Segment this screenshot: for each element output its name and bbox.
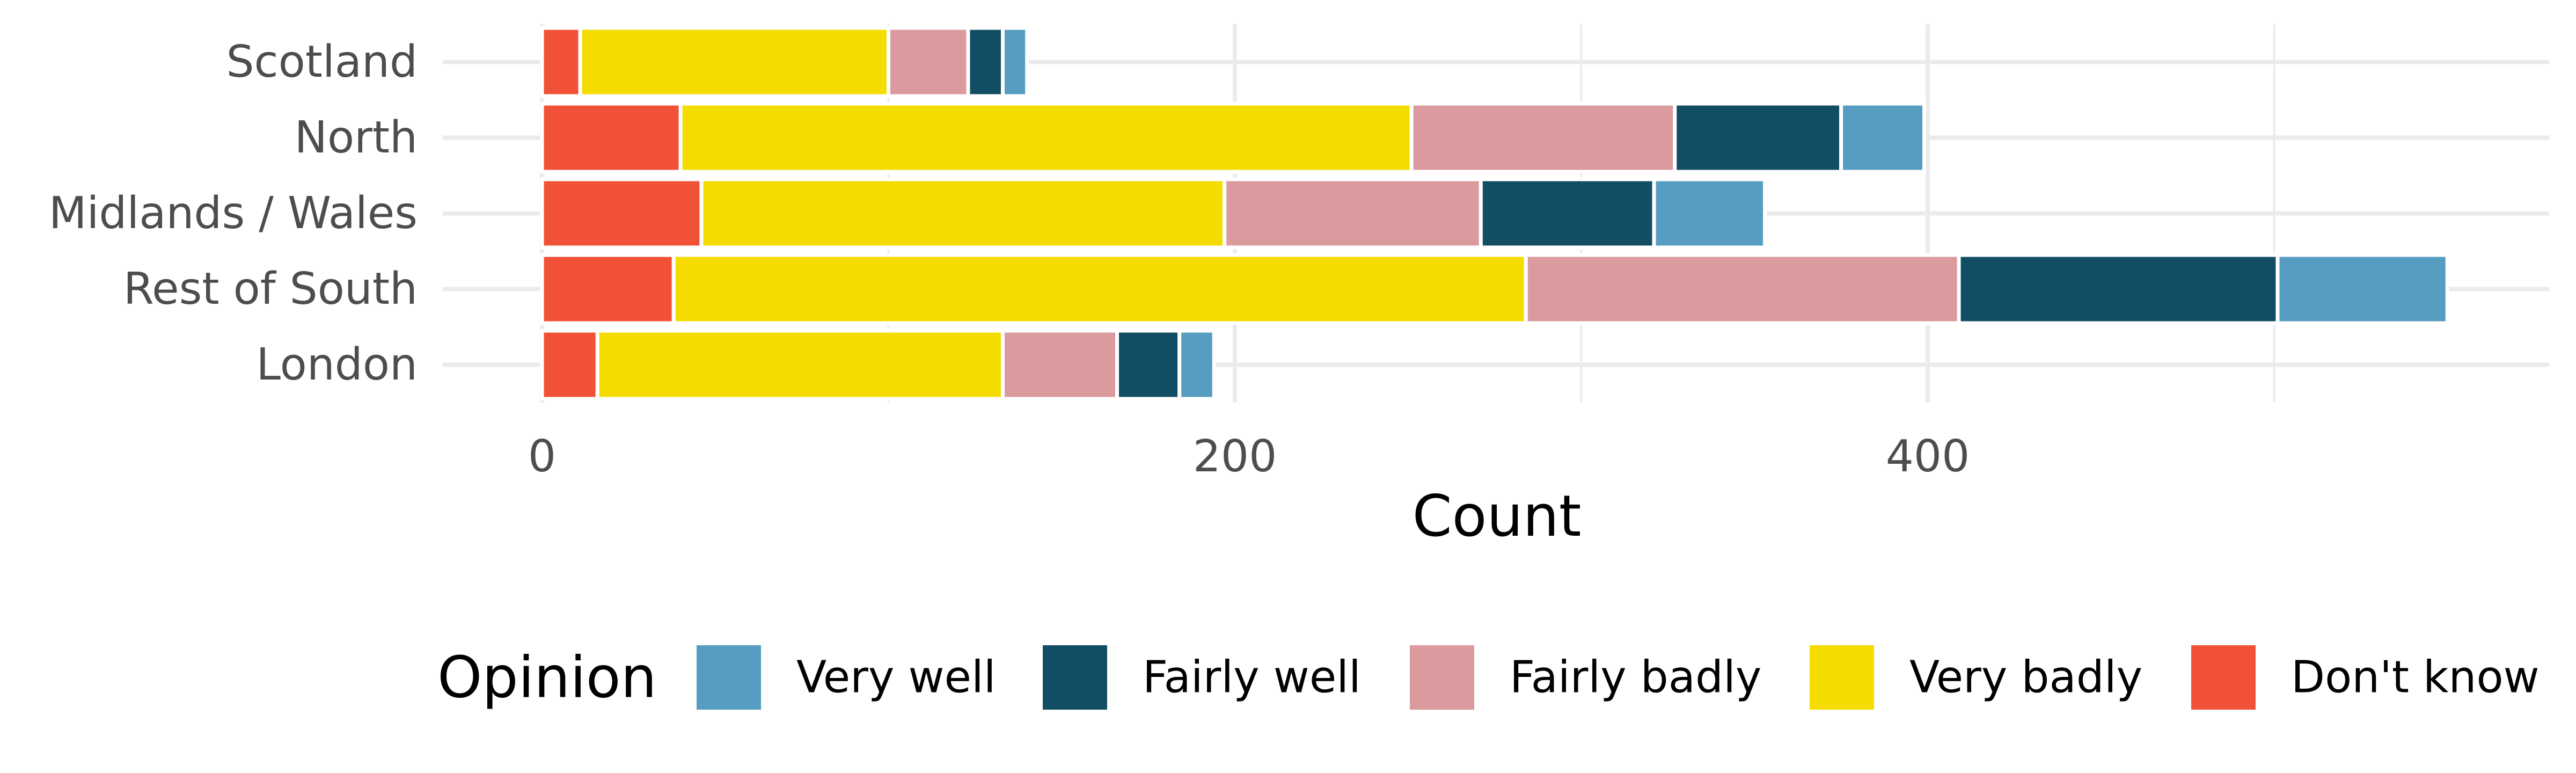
bar-segment: [1001, 26, 1029, 98]
legend: Opinion Very well Fairly well Fairly badly V…: [437, 645, 2540, 711]
x-tick-label: 200: [1193, 431, 1277, 482]
bar-segment: [887, 26, 970, 98]
bar-segment: [1524, 253, 1961, 325]
bar-segment: [1673, 101, 1843, 174]
bar-segment: [1479, 177, 1656, 250]
y-axis-ticks: Scotland North Midlands / Wales Rest of Sou…: [49, 37, 418, 390]
legend-label: Fairly well: [1143, 652, 1361, 703]
legend-title: Opinion: [437, 645, 657, 711]
y-tick-label: North: [295, 112, 418, 163]
legend-label: Fairly badly: [1510, 652, 1761, 703]
bar-segment: [578, 26, 890, 98]
x-axis-title: Count: [1413, 483, 1582, 549]
bar-segment: [678, 101, 1414, 174]
bar-segment: [540, 253, 676, 325]
bar-segment: [1223, 177, 1483, 250]
x-tick-label: 0: [528, 431, 556, 482]
x-tick-label: 400: [1886, 431, 1970, 482]
bar-segment: [966, 26, 1005, 98]
bar-segment: [1001, 329, 1119, 401]
y-tick-label: Scotland: [226, 37, 418, 87]
legend-key: [1410, 645, 1474, 710]
bar-segment: [1409, 101, 1677, 174]
y-tick-label: Rest of South: [123, 264, 418, 315]
bar-segment: [595, 329, 1005, 401]
bar-segment: [1115, 329, 1182, 401]
bar-segment: [1177, 329, 1216, 401]
bar-segment: [540, 329, 599, 401]
bar-segment: [540, 101, 683, 174]
y-tick-label: Midlands / Wales: [49, 188, 418, 239]
legend-key: [1810, 645, 1874, 710]
legend-label: Very well: [796, 652, 996, 703]
bar-segment: [2275, 253, 2449, 325]
bars: [540, 26, 2449, 401]
legend-key: [2191, 645, 2256, 710]
legend-key: [1043, 645, 1107, 710]
legend-label: Very badly: [1909, 652, 2142, 703]
bar-segment: [671, 253, 1528, 325]
x-axis-ticks: 0 200 400: [528, 431, 1970, 482]
bar-segment: [540, 26, 582, 98]
legend-key: [697, 645, 761, 710]
bar-segment: [540, 177, 704, 250]
bar-segment: [1839, 101, 1927, 174]
bar-segment: [699, 177, 1227, 250]
y-tick-label: London: [256, 339, 418, 390]
bar-segment: [1652, 177, 1767, 250]
legend-label: Don't know: [2291, 652, 2540, 703]
bar-segment: [1957, 253, 2280, 325]
